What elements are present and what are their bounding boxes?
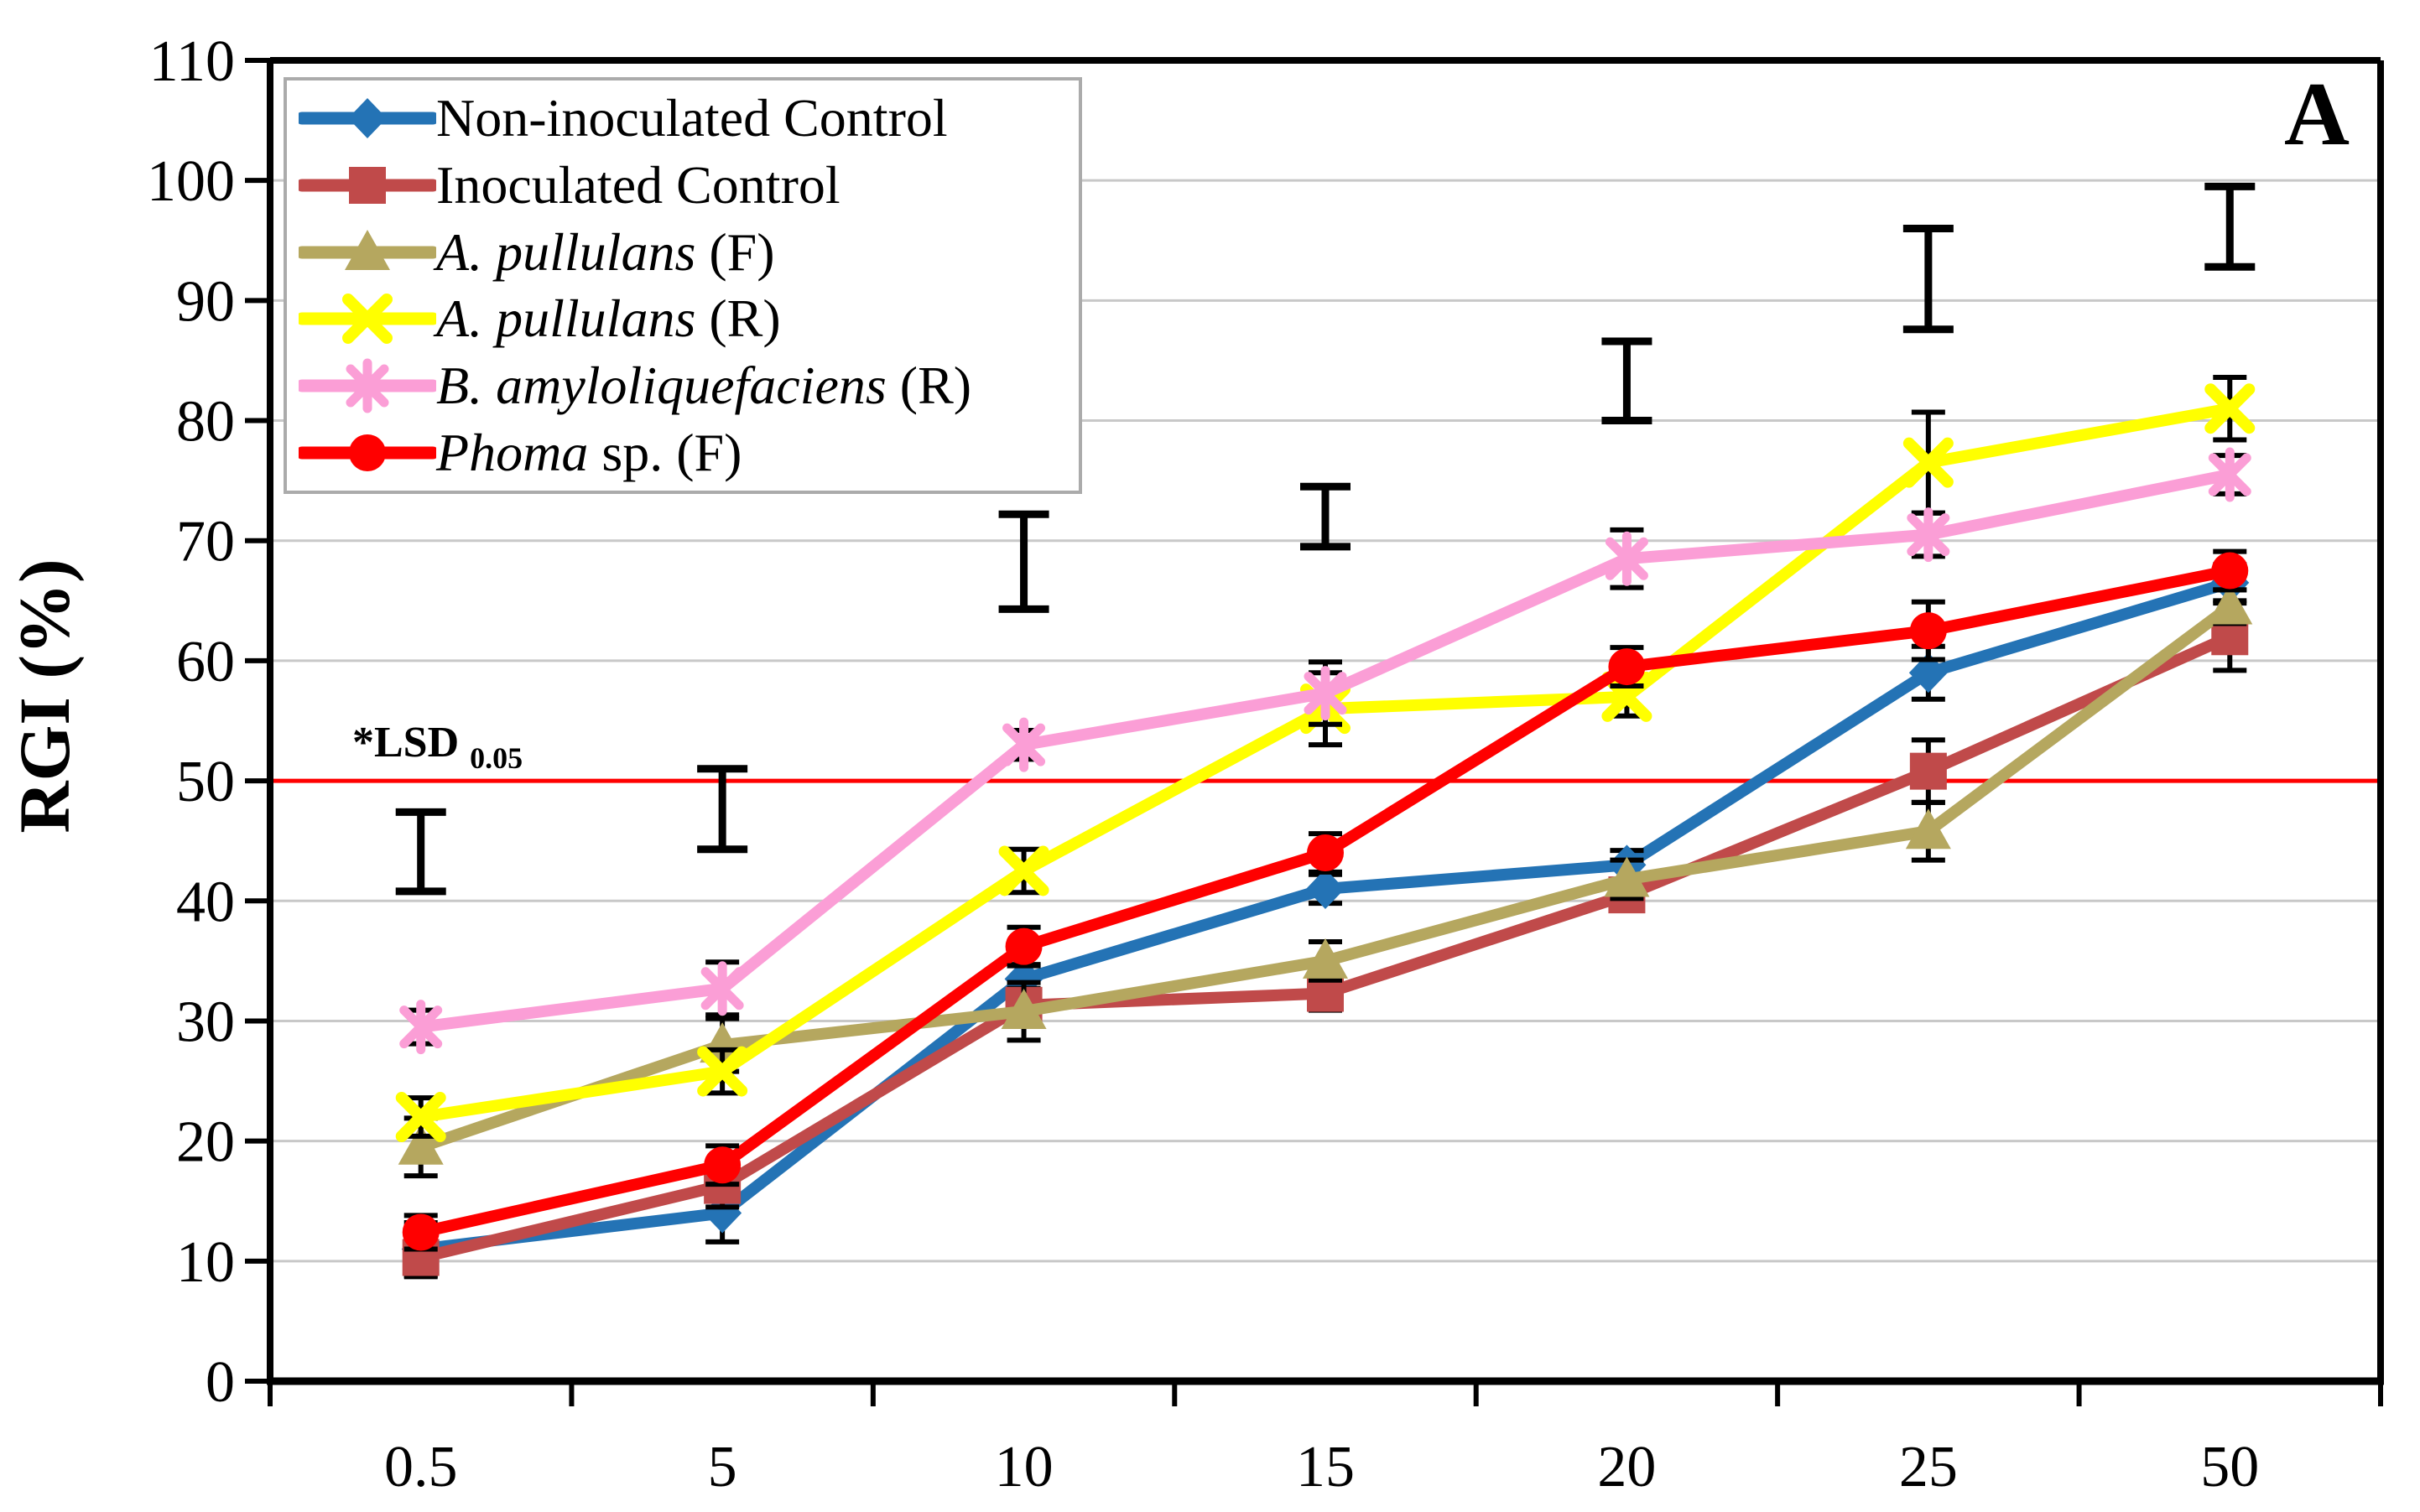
circle-marker: [1608, 648, 1646, 686]
x-marker: [1902, 437, 1954, 488]
axes: [267, 57, 2384, 1385]
legend-label-text: sp. (F): [588, 423, 742, 483]
legend-label: Inoculated Control: [436, 158, 840, 212]
lsd-label: *LSD 0.05: [352, 719, 523, 775]
asterisk-marker: [2208, 447, 2251, 502]
y-tick-label: 100: [147, 149, 235, 214]
diamond-marker: [1306, 868, 1345, 909]
circle-marker: [1005, 927, 1043, 965]
legend-triangle-sample: [299, 229, 436, 270]
legend-item: B. amyloliquefaciens (R): [299, 356, 1079, 415]
legend-label-text: (F): [695, 221, 775, 282]
legend-x-sample: [299, 294, 436, 345]
x-marker: [697, 1046, 748, 1097]
asterisk-marker: [700, 961, 744, 1016]
legend-item: Non-inoculated Control: [299, 89, 1079, 148]
y-tick-label: 10: [176, 1230, 235, 1295]
asterisk-marker: [399, 1000, 443, 1055]
legend-label-species: Phoma: [436, 423, 589, 483]
x-tick-label: 10: [995, 1435, 1054, 1499]
legend-label: A. pullulans (F): [436, 225, 775, 279]
legend-item: A. pullulans (R): [299, 289, 1079, 348]
y-tick-label: 70: [176, 510, 235, 574]
series-b-amyloliquefaciens-r-: [399, 447, 2251, 1055]
asterisk-marker: [1304, 666, 1347, 721]
triangle-marker: [2207, 584, 2253, 625]
lsd-interval-bars: [395, 182, 2256, 896]
lsd-label-prefix: *LSD: [352, 719, 459, 766]
y-tick-label: 80: [176, 390, 235, 455]
x-tick-label: 25: [1899, 1435, 1958, 1499]
x-tick-label: 20: [1597, 1435, 1656, 1499]
legend: Non-inoculated Control Inoculated Control…: [284, 77, 1082, 494]
asterisk-marker: [1907, 507, 1950, 563]
circle-marker: [1307, 834, 1344, 871]
series-phoma-sp-f-: [402, 548, 2249, 1252]
legend-diamond-sample: [299, 97, 436, 138]
circle-marker: [1909, 612, 1947, 650]
legend-label-text: (R): [886, 356, 972, 416]
x-marker: [342, 294, 393, 345]
y-tick-label: 60: [176, 630, 235, 694]
panel-label: A: [2284, 65, 2350, 164]
legend-item: Inoculated Control: [299, 156, 1079, 215]
x-tick-label: 15: [1296, 1435, 1355, 1499]
x-axis-ticks: 0.5 5 10 15 20 25 50: [268, 1381, 2383, 1499]
triangle-marker: [398, 1124, 444, 1165]
y-tick-label: 0: [206, 1350, 235, 1415]
legend-label: Non-inoculated Control: [436, 91, 948, 145]
lsd-label-subscript: 0.05: [470, 741, 523, 775]
square-marker: [1909, 752, 1947, 790]
y-tick-label: 110: [149, 29, 235, 94]
diamond-marker: [348, 97, 387, 138]
triangle-marker: [1303, 938, 1348, 979]
triangle-marker: [345, 229, 390, 270]
y-axis-title: RGI (%): [4, 559, 85, 833]
legend-item: A. pullulans (F): [299, 223, 1079, 282]
legend-circle-sample: [299, 434, 436, 472]
legend-label-species: A. pullulans: [436, 288, 696, 349]
asterisk-marker: [1605, 531, 1648, 586]
legend-square-sample: [299, 166, 436, 204]
data-series: [395, 375, 2256, 1280]
circle-marker: [402, 1213, 440, 1251]
legend-label: Phoma sp. (F): [436, 426, 742, 480]
legend-label-text: Inoculated Control: [436, 154, 840, 215]
x-tick-label: 5: [708, 1435, 737, 1499]
y-axis-ticks: 0 10 20 30 40 50 60 70 80 90 100 110: [147, 29, 270, 1415]
circle-marker: [2211, 552, 2249, 590]
x-marker: [2204, 383, 2256, 434]
legend-label-species: B. amyloliquefaciens: [436, 356, 887, 416]
x-tick-label: 0.5: [384, 1435, 458, 1499]
legend-asterisk-sample: [299, 358, 436, 413]
legend-label-text: Non-inoculated Control: [436, 87, 948, 148]
y-tick-label: 30: [176, 990, 235, 1054]
square-marker: [349, 166, 386, 204]
diamond-marker: [1908, 652, 1948, 694]
y-tick-label: 40: [176, 870, 235, 934]
asterisk-marker: [346, 358, 389, 413]
legend-label: A. pullulans (R): [436, 292, 781, 346]
triangle-marker: [1001, 989, 1047, 1029]
circle-marker: [704, 1146, 742, 1184]
circle-marker: [349, 434, 386, 472]
legend-label: B. amyloliquefaciens (R): [436, 359, 971, 413]
legend-label-text: (R): [695, 288, 781, 349]
asterisk-marker: [1002, 717, 1046, 772]
x-tick-label: 50: [2200, 1435, 2259, 1499]
y-tick-label: 50: [176, 750, 235, 814]
y-tick-label: 20: [176, 1110, 235, 1175]
triangle-marker: [1905, 808, 1951, 850]
y-tick-label: 90: [176, 269, 235, 334]
legend-item: Phoma sp. (F): [299, 423, 1079, 482]
x-marker: [395, 1092, 446, 1142]
triangle-marker: [1604, 856, 1650, 897]
x-marker: [998, 845, 1049, 896]
legend-label-species: A. pullulans: [436, 221, 696, 282]
